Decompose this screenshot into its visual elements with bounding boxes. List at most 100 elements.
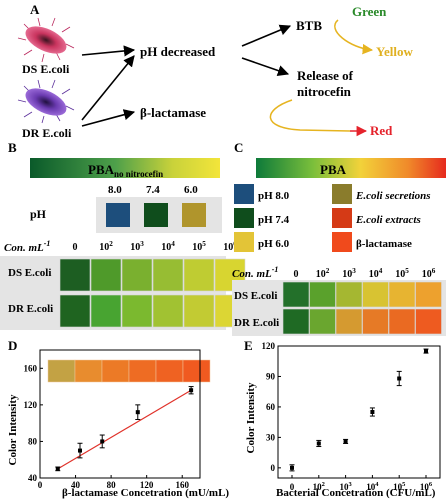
arrow-dr-to-ph: [81, 55, 135, 121]
strip-swatch-d-5: [182, 359, 211, 383]
ph-value-b-0: 8.0: [108, 184, 122, 196]
well-b-0-0: [59, 258, 91, 292]
well-b-1-1: [90, 294, 122, 328]
conc-tick-c-1-exp: 2: [326, 267, 330, 275]
row-label-c-0-text: DS E.coli: [234, 290, 277, 302]
ph-swatch-b-0: [106, 203, 130, 227]
conc-tick-c-5-base: 10: [422, 269, 432, 280]
well-c-0-4: [388, 281, 416, 308]
ds-strain-text: DS E.coli: [22, 62, 70, 76]
x-tick-label-d-4: 160: [175, 480, 189, 490]
legend-swatch-c-5: [332, 232, 352, 252]
well-c-1-4: [388, 308, 416, 335]
data-point-e-1: [316, 441, 321, 446]
data-point-d-3: [135, 410, 140, 415]
ph-swatch-b-1: [144, 203, 168, 227]
x-tick-label-d-2: 80: [107, 480, 117, 490]
legend-swatch-c-0: [234, 184, 254, 204]
x-tick-label-e-4-exp: 5: [402, 481, 405, 488]
x-tick-label-e-5: 106: [420, 481, 433, 492]
arrow-ph-to-release: [241, 57, 290, 76]
row-label-b-1: DR E.coli: [8, 303, 53, 315]
pba-subscript-b: no nitrocefin: [114, 169, 163, 179]
x-tick-label-e-5-exp: 6: [429, 481, 433, 488]
y-tick-label-e-1: 30: [266, 432, 276, 442]
color-strip-d: [47, 359, 211, 383]
x-tick-label-e-4-base: 10: [393, 482, 403, 492]
release-line2: nitrocefin: [297, 84, 352, 99]
conc-tick-c-3-base: 10: [369, 269, 379, 280]
conc-label-text-b: Con. mL: [4, 242, 44, 254]
x-tick-label-d-1: 40: [71, 480, 81, 490]
x-tick-label-e-1: 102: [313, 481, 325, 492]
panel-a: A DS E.coli: [17, 2, 413, 140]
y-tick-label-e-0: 0: [271, 463, 276, 473]
conc-tick-c-1: 102: [316, 267, 330, 280]
x-tick-label-e-1-base: 10: [313, 482, 323, 492]
conc-exp-b: -1: [44, 239, 51, 248]
conc-tick-c-4-exp: 5: [405, 267, 409, 275]
panel-a-label: A: [30, 2, 40, 17]
well-c-1-3: [362, 308, 389, 335]
y-tick-label-d-3: 160: [24, 363, 38, 373]
conc-tick-c-5-exp: 6: [432, 267, 436, 275]
row-label-c-1: DR E.coli: [234, 317, 279, 329]
strip-swatch-d-3: [128, 359, 157, 383]
strip-swatch-d-0: [47, 359, 76, 383]
well-c-0-3: [362, 281, 389, 308]
x-tick-label-e-3: 104: [366, 481, 379, 492]
conc-tick-b-1-exp: 2: [109, 240, 113, 248]
conc-tick-b-4-base: 10: [192, 242, 202, 253]
conc-tick-c-2-exp: 3: [352, 267, 356, 275]
conc-tick-b-0: 0: [73, 242, 78, 253]
dr-strain-label: DR E.coli: [22, 126, 72, 140]
red-label: Red: [370, 123, 393, 138]
panel-c: C PBA pH 8.0 pH 7.4 pH 6.0 E.coli secretion…: [232, 140, 446, 336]
xlabel-d: β-lactamase Concetration (mU/mL): [62, 487, 229, 499]
ph-value-b-1: 7.4: [146, 184, 160, 196]
y-tick-label-e-3: 90: [266, 371, 276, 381]
panel-b: B PBAno nitrocefin 8.0 7.4 6.0 pH Con. m…: [0, 140, 246, 330]
panel-b-label: B: [8, 140, 17, 155]
wells-c: [282, 281, 442, 335]
yellow-label: Yellow: [376, 44, 413, 59]
pba-title-c: PBA: [320, 162, 347, 177]
conc-tick-c-0-base: 0: [294, 269, 299, 280]
arrow-ph-to-btb: [241, 24, 292, 47]
legend-text-c-0: pH 8.0: [258, 190, 290, 202]
row-label-b-0: DS E.coli: [8, 267, 51, 279]
ds-bacterium-icon: [17, 17, 75, 63]
dr-strain-text: DR E.coli: [22, 126, 72, 140]
ph-decreased-label: pH decreased: [140, 44, 216, 59]
legend-text-c-3: E.coli secretions: [355, 190, 431, 202]
conc-tick-b-5-base: 10: [223, 242, 233, 253]
data-point-d-0: [55, 466, 60, 471]
y-tick-label-e-2: 60: [266, 402, 276, 412]
x-tick-label-e-3-base: 10: [366, 482, 376, 492]
dr-bacterium-icon: [17, 79, 75, 124]
arrow-ds-to-ph: [81, 45, 136, 57]
conc-tick-c-5: 106: [422, 267, 436, 280]
y-tick-label-d-0: 40: [28, 473, 38, 483]
conc-tick-c-4-base: 10: [395, 269, 405, 280]
well-b-0-1: [90, 258, 122, 292]
conc-label-b: Con. mL-1: [4, 239, 50, 254]
legend-text-c-4: E.coli extracts: [355, 214, 421, 226]
conc-tick-b-0-base: 0: [73, 242, 78, 253]
ph-swatch-b-2: [182, 203, 206, 227]
x-tick-label-e-2-base: 10: [339, 482, 349, 492]
conc-label-c: Con. mL-1: [232, 265, 278, 280]
x-tick-label-e-3-exp: 4: [375, 481, 379, 488]
well-c-0-2: [335, 281, 363, 308]
conc-tick-c-0: 0: [294, 269, 299, 280]
pba-title-text-b: PBA: [88, 162, 115, 177]
conc-tick-b-3-exp: 4: [171, 240, 175, 248]
wells-b: [59, 258, 246, 328]
release-line1: Release of: [297, 68, 354, 83]
fit-line-d: [57, 389, 192, 470]
